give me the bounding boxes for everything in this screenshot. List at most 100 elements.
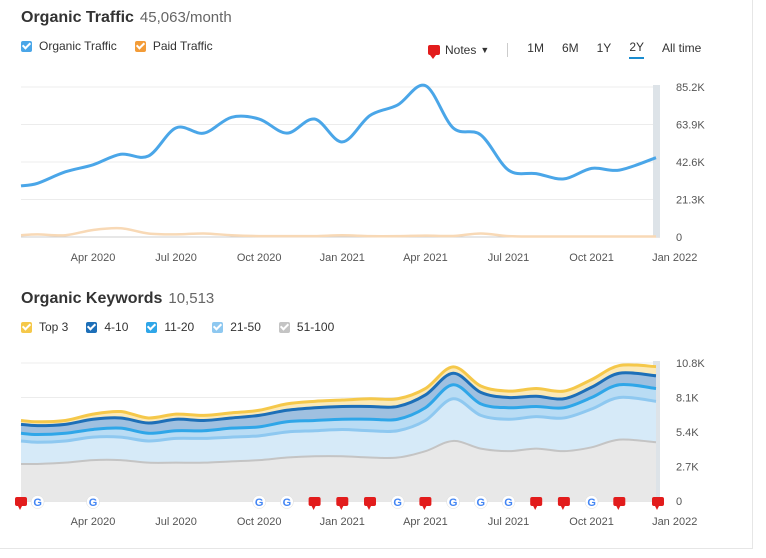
range-all-time[interactable]: All time [662,41,702,55]
checkbox-icon[interactable] [134,40,146,52]
checkbox-icon[interactable] [212,321,224,333]
note-marker-icon [613,497,626,506]
analytics-panel: Organic Traffic 45,063/month Organic Traf… [0,0,753,549]
google-marker-icon: G [89,497,98,509]
google-marker-icon: G [587,497,596,509]
keywords-x-tick-label: Oct 2021 [569,516,614,528]
legend-label: Top 3 [39,320,69,334]
keywords-y-tick-label: 5.4K [676,427,699,439]
note-marker-tail [533,506,538,510]
note-marker-tail [655,506,659,510]
keywords-x-tick-label: Apr 2021 [403,516,448,528]
keywords-y-tick-label: 10.8K [676,358,705,370]
legend-paid-traffic[interactable]: Paid Traffic [134,39,213,53]
keywords-value: 10,513 [168,290,215,307]
keywords-x-tick-label: Jul 2020 [155,516,197,528]
note-marker-tail [560,506,565,510]
charts-canvas: 85.2K 63.9K 42.6K 21.3K 0 Apr 2020 Jul 2020 Oct… [15,82,705,528]
traffic-x-tick-label: Oct 2020 [237,252,282,264]
note-icon [428,44,440,59]
traffic-y-tick-label: 42.6K [676,157,705,169]
keywords-x-tick-label: Jan 2022 [652,516,697,528]
traffic-legend: Organic Traffic Paid Traffic [21,39,231,53]
keywords-line-51-100 [20,438,657,466]
range-2y[interactable]: 2Y [629,40,644,59]
note-marker-tail [422,506,427,510]
checkbox-icon[interactable] [86,321,98,333]
paid-traffic-line [20,226,656,238]
traffic-current-period-band [653,85,660,237]
legend-label: 21-50 [230,320,261,334]
range-controls: Notes ▼ 1M 6M 1Y 2Y All time [428,40,710,59]
checkbox-icon[interactable] [21,40,32,52]
keywords-legend: Top 3 4-10 11-20 21-50 51-100 [21,320,352,334]
google-marker-bg [474,495,488,509]
legend-label: 11-20 [164,320,195,334]
traffic-y-tick-label: 0 [676,232,682,244]
google-marker-icon: G [504,497,513,509]
google-marker-icon: G [477,497,486,509]
traffic-x-tick-label: Jan 2021 [320,252,365,264]
note-marker-icon [530,497,543,506]
checkbox-icon[interactable] [21,321,32,333]
legend-label: 4-10 [104,320,129,334]
google-marker-bg [584,495,599,509]
traffic-title: Organic Traffic 45,063/month [21,9,232,27]
keywords-y-tick-label: 0 [676,496,682,508]
legend-label: 51-100 [296,320,335,334]
keywords-line-11-20 [20,382,657,437]
legend-top-3[interactable]: Top 3 [21,320,68,334]
range-1m[interactable]: 1M [527,41,544,55]
google-marker-icon: G [449,497,458,509]
keywords-x-tick-label: Apr 2020 [71,516,116,528]
traffic-x-tick-label: Apr 2020 [71,252,116,264]
keywords-current-period-band [653,361,660,501]
traffic-y-tick-label: 85.2K [676,82,705,94]
organic-traffic-line [20,83,657,188]
chevron-down-icon: ▼ [480,44,490,55]
legend-21-50[interactable]: 21-50 [212,320,261,334]
traffic-x-tick-label: Jul 2021 [488,252,530,264]
legend-11-20[interactable]: 11-20 [146,320,194,334]
keywords-line-21-50 [20,395,657,444]
note-marker-tail [18,506,22,510]
range-6m[interactable]: 6M [561,41,579,55]
google-marker-bg [252,495,266,509]
checkbox-icon[interactable] [278,321,290,333]
notes-dropdown[interactable]: Notes ▼ [428,42,490,59]
traffic-y-tick-label: 63.9K [676,120,705,132]
note-marker-icon [652,497,664,506]
legend-4-10[interactable]: 4-10 [86,320,128,334]
google-marker-bg [280,495,294,509]
legend-51-100[interactable]: 51-100 [278,320,335,334]
traffic-value: 45,063/month [139,9,232,26]
legend-organic-traffic[interactable]: Organic Traffic [21,39,117,53]
keywords-x-tick-label: Jul 2021 [488,516,530,528]
checkbox-icon[interactable] [146,321,158,333]
note-marker-icon [419,497,432,506]
google-marker-bg [86,495,100,509]
keywords-title: Organic Keywords 10,513 [21,290,214,308]
traffic-x-tick-label: Jan 2022 [652,252,697,264]
note-marker-tail [311,506,316,510]
google-marker-icon: G [393,497,402,509]
google-marker-bg [501,495,516,509]
notes-label: Notes [445,42,477,57]
note-marker-icon [15,497,27,506]
keywords-y-tick-label: 8.1K [676,393,699,405]
keywords-x-tick-label: Oct 2020 [237,516,282,528]
note-marker-tail [339,506,344,510]
traffic-x-tick-label: Apr 2021 [403,252,448,264]
keywords-title-text: Organic Keywords [21,290,163,307]
note-marker-tail [367,506,371,510]
google-marker-bg [30,495,45,509]
note-marker-icon [308,497,321,506]
traffic-x-tick-label: Jul 2020 [155,252,197,264]
traffic-y-tick-label: 21.3K [676,195,705,207]
keywords-y-tick-label: 2.7K [676,462,699,474]
note-marker-icon [336,497,349,506]
range-1y[interactable]: 1Y [596,41,612,55]
google-marker-icon: G [255,497,264,509]
keywords-area-51-100 [21,439,656,501]
keywords-x-tick-label: Jan 2021 [320,516,365,528]
